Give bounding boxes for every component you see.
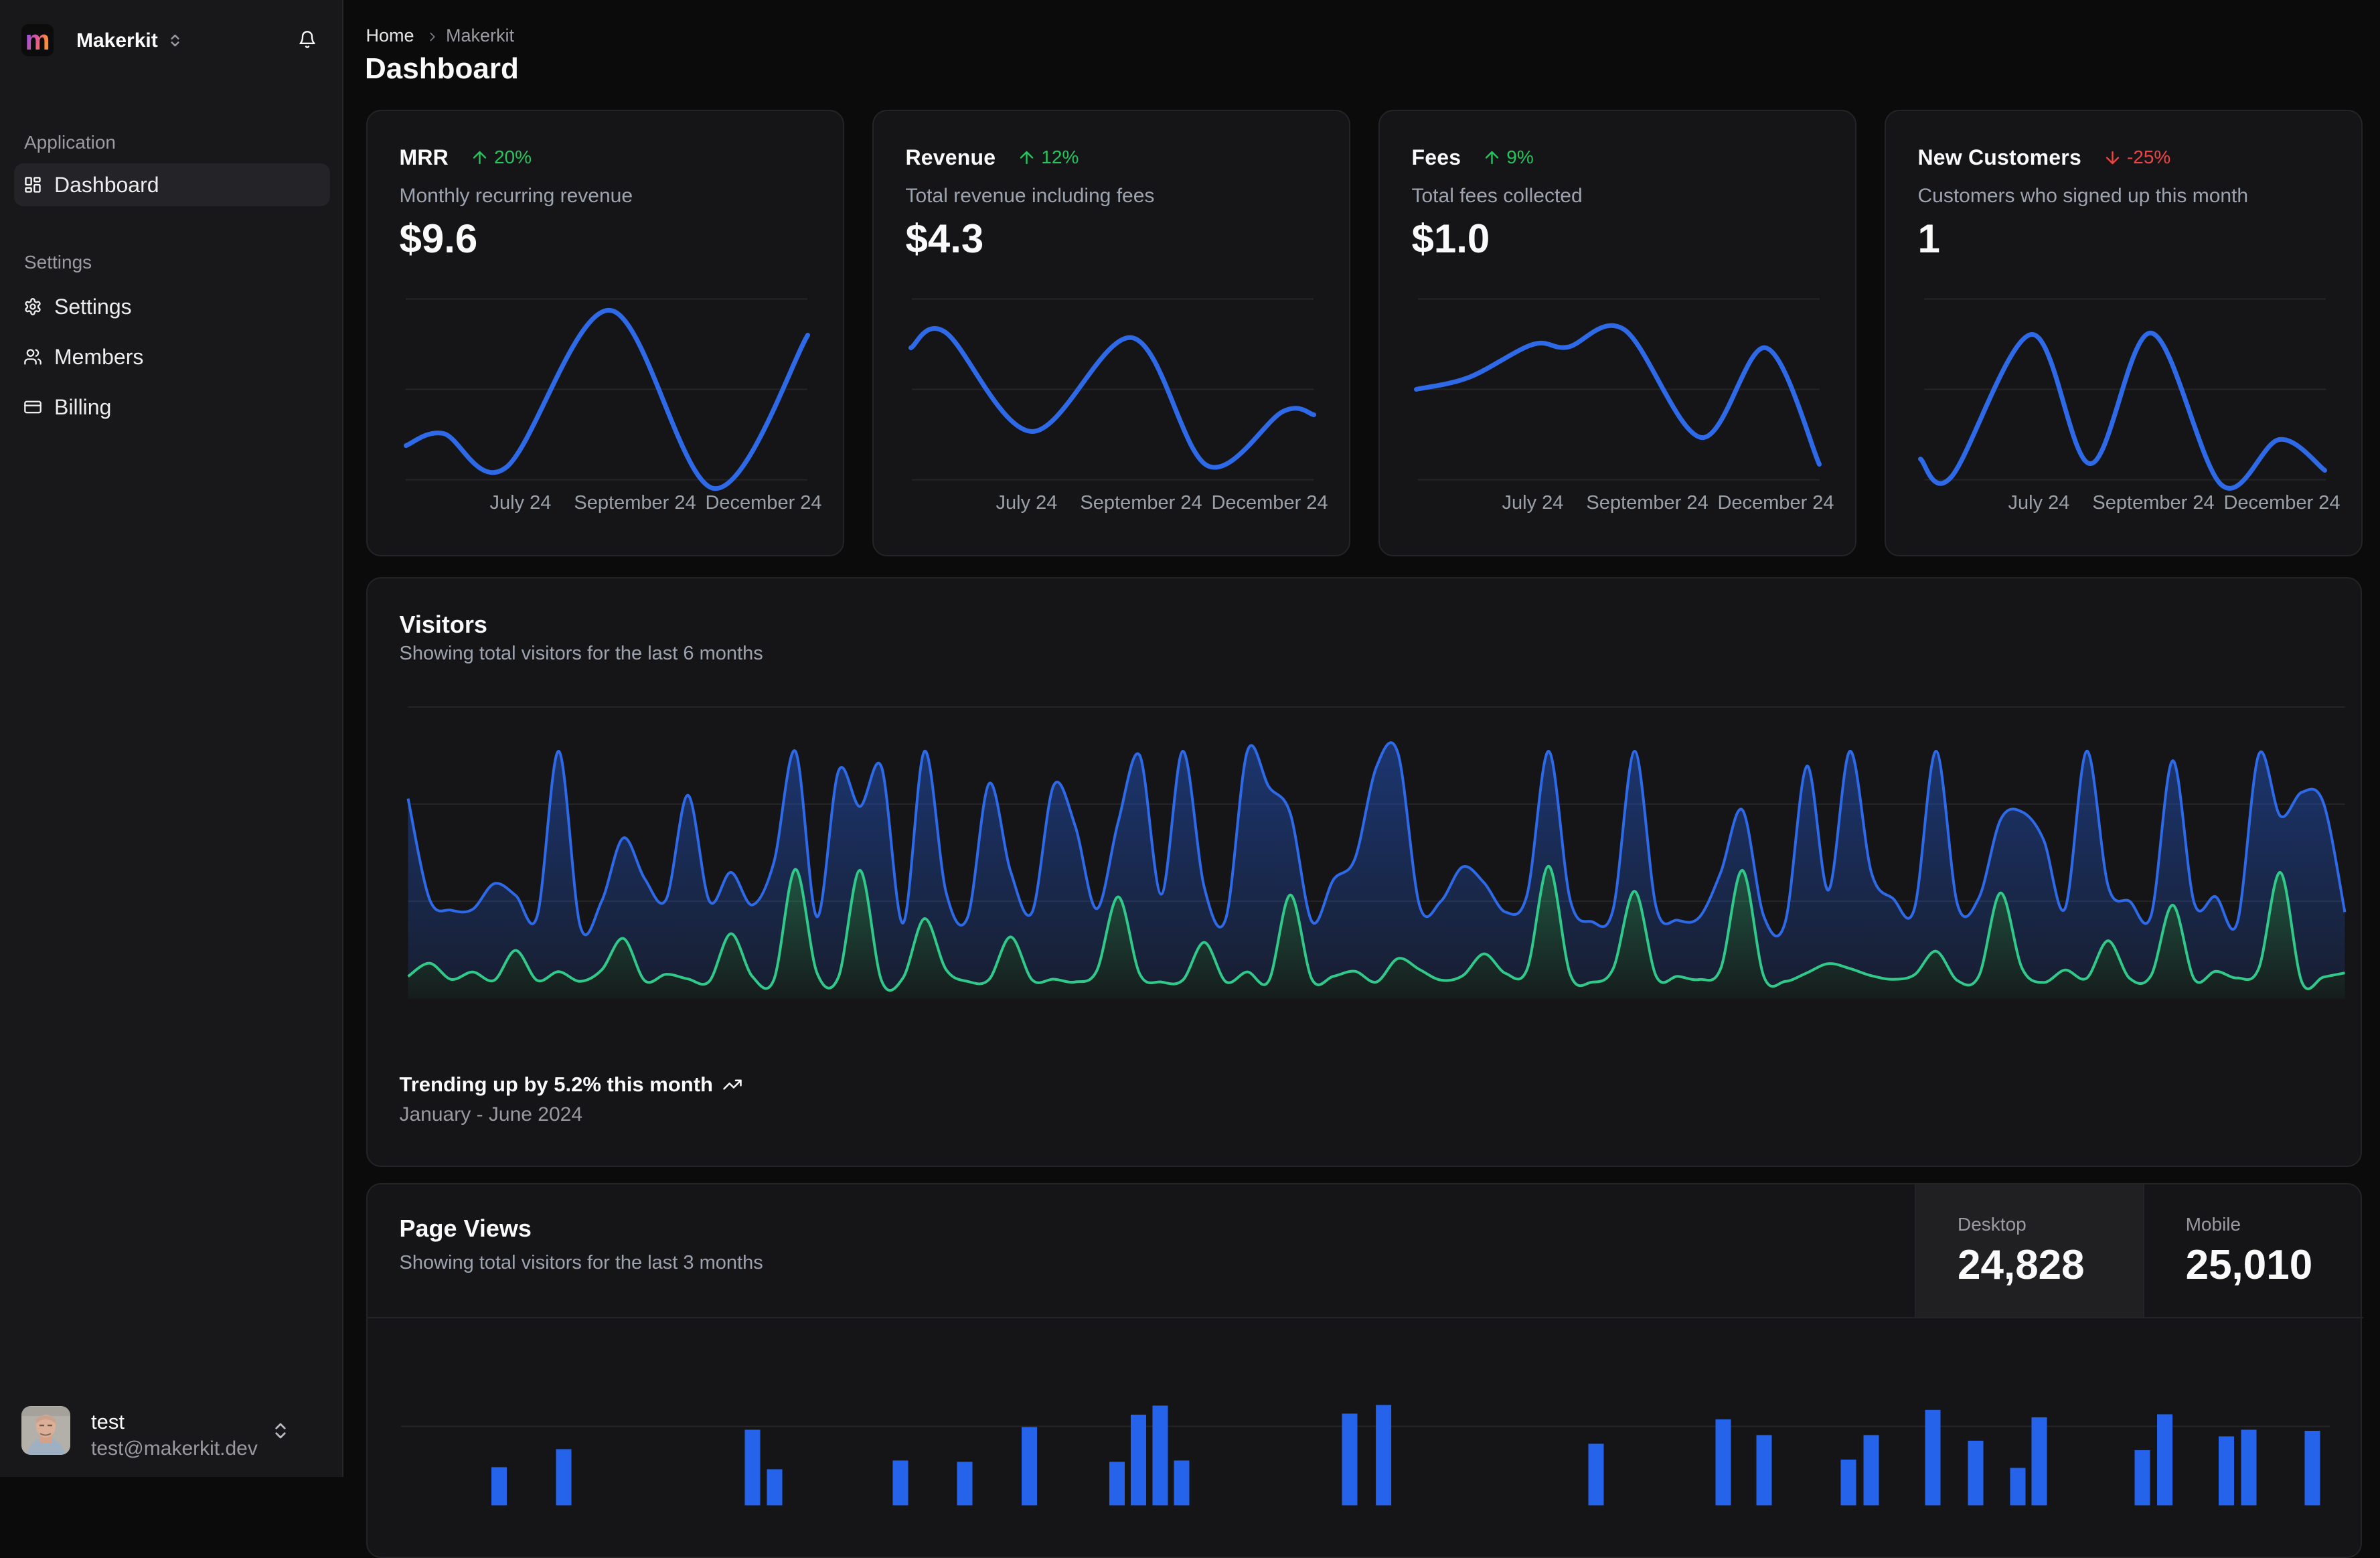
svg-text:m: m [25,24,50,56]
